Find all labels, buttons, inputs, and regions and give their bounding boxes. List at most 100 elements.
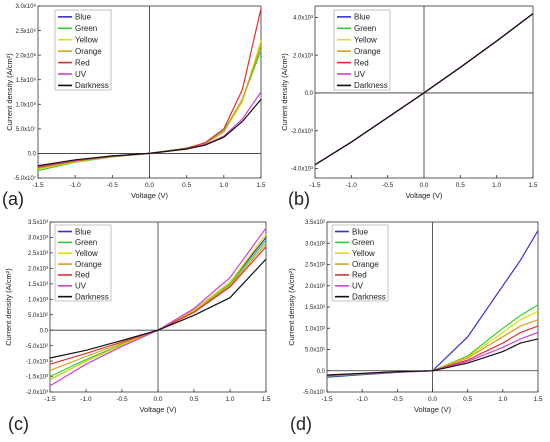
x-tick-label: 1.0 — [225, 396, 234, 403]
y-tick-label: 4.0x10³ — [293, 16, 313, 22]
y-tick-label: 2.0x10² — [305, 284, 325, 290]
legend-label-uv: UV — [75, 282, 87, 291]
y-tick-label: -2.0x10³ — [26, 390, 48, 396]
panel-label: (c) — [8, 414, 29, 434]
x-axis-label: Voltage (V) — [131, 191, 169, 200]
panel-label: (b) — [288, 189, 310, 209]
legend-label-blue: Blue — [75, 13, 92, 22]
y-tick-label: 3.5x10² — [305, 220, 325, 226]
panel-a: -1.5 -1.0 -0.5 0.0 0.5 1.0 1.5 -5.0x10⁷ 0.0 5.0x1… — [2, 3, 266, 209]
legend-label-darkness: Darkness — [354, 81, 388, 90]
y-tick-label: 0.0 — [305, 91, 314, 97]
x-tick-label: 0.5 — [456, 182, 465, 189]
legend-label-orange: Orange — [75, 47, 102, 56]
x-tick-label: -1.0 — [357, 396, 369, 403]
y-tick-label: 2.0x10³ — [293, 53, 313, 59]
legend-box — [54, 224, 112, 302]
legend-label-yellow: Yellow — [75, 249, 98, 258]
x-tick-label: 0.5 — [182, 182, 191, 189]
x-tick-label: -1.0 — [346, 182, 358, 189]
y-axis-label: Current density (A/cm²) — [287, 268, 296, 346]
x-tick-label: 1.5 — [261, 396, 270, 403]
legend-label-darkness: Darkness — [75, 292, 109, 301]
x-tick-label: -1.5 — [321, 396, 333, 403]
x-tick-label: 1.5 — [256, 182, 265, 189]
legend-label-green: Green — [75, 238, 97, 247]
y-tick-label: 2.0x10⁸ — [15, 52, 36, 59]
x-tick-label: 1.5 — [528, 182, 537, 189]
x-tick-label: -0.5 — [107, 182, 119, 189]
legend: Blue Green Yellow Orange Red UV Darkness — [54, 9, 112, 91]
legend-label-orange: Orange — [354, 47, 381, 56]
legend-label-uv: UV — [352, 282, 364, 291]
panel-label: (d) — [290, 414, 312, 434]
y-tick-label: 3.0x10² — [305, 241, 325, 247]
legend-label-darkness: Darkness — [75, 81, 109, 90]
x-tick-label: 0.0 — [145, 182, 154, 189]
y-tick-label: 0.0 — [40, 328, 49, 334]
y-tick-label: 0.0 — [28, 152, 37, 158]
legend-label-green: Green — [75, 24, 97, 33]
series-line-darkness — [37, 99, 262, 167]
y-tick-label: -5.0x10¹ — [303, 390, 325, 396]
y-tick-label: 2.5x10³ — [28, 251, 48, 257]
y-tick-label: 3.0x10⁸ — [15, 3, 36, 10]
y-tick-label: -5.0x10⁷ — [14, 175, 36, 182]
x-tick-label: -0.5 — [116, 396, 128, 403]
legend-label-blue: Blue — [75, 227, 92, 236]
legend-label-orange: Orange — [352, 260, 379, 269]
legend-label-red: Red — [354, 58, 369, 67]
x-tick-label: 0.0 — [419, 182, 428, 189]
legend-label-blue: Blue — [352, 227, 369, 236]
legend-box — [333, 9, 391, 91]
y-axis-label: Current density (A/cm²) — [4, 268, 13, 346]
y-tick-label: 2.5x10⁸ — [15, 28, 36, 35]
legend-label-yellow: Yellow — [352, 249, 375, 258]
x-tick-label: 1.0 — [498, 396, 507, 403]
x-tick-label: -1.0 — [80, 396, 92, 403]
legend-label-red: Red — [352, 271, 367, 280]
y-tick-label: 3.0x10³ — [28, 236, 48, 242]
legend-label-uv: UV — [354, 70, 366, 79]
y-tick-label: 5.0x10² — [28, 313, 48, 319]
x-tick-label: 0.5 — [189, 396, 198, 403]
y-tick-label: 2.0x10³ — [28, 267, 48, 273]
y-tick-label: 5.0x10⁷ — [16, 126, 36, 133]
x-tick-label: -1.5 — [44, 396, 56, 403]
y-tick-label: -5.0x10² — [26, 344, 48, 350]
y-tick-label: -2.0x10³ — [291, 129, 313, 135]
y-tick-label: -4.0x10³ — [291, 167, 313, 173]
y-tick-label: 1.5x10³ — [28, 282, 48, 288]
y-tick-label: 1.5x10⁸ — [15, 77, 36, 84]
x-tick-label: 1.5 — [533, 396, 542, 403]
y-tick-label: 1.0x10² — [305, 326, 325, 332]
panel-label: (a) — [2, 189, 24, 209]
y-tick-label: 3.5x10³ — [28, 220, 48, 226]
x-tick-label: -1.0 — [70, 182, 82, 189]
y-tick-label: 1.0x10⁸ — [15, 101, 36, 108]
y-tick-label: 2.5x10² — [305, 263, 325, 269]
legend-label-orange: Orange — [75, 260, 102, 269]
panel-b: -1.5 -1.0 -0.5 0.0 0.5 1.0 1.5 -4.0x10³ -2.0x10³… — [280, 5, 538, 209]
y-tick-label: 5.0x10¹ — [305, 348, 325, 354]
x-tick-label: 0.5 — [463, 396, 472, 403]
x-tick-label: 0.0 — [153, 396, 162, 403]
series-line-darkness — [314, 13, 534, 166]
y-tick-label: 1.0x10³ — [28, 297, 48, 303]
x-tick-label: -0.5 — [392, 396, 404, 403]
x-tick-label: -1.5 — [32, 182, 44, 189]
legend-label-red: Red — [75, 58, 90, 67]
panel-d: -1.5 -1.0 -0.5 0.0 0.5 1.0 1.5 -5.0x10¹ 0.0 5.0x1… — [287, 220, 543, 434]
legend-label-green: Green — [354, 24, 376, 33]
y-tick-label: 0.0 — [317, 369, 326, 375]
panel-c: -1.5 -1.0 -0.5 0.0 0.5 1.0 1.5 -2.0x10³ -1.5x10³… — [4, 220, 271, 434]
y-tick-label: 1.5x10² — [305, 305, 325, 311]
x-tick-label: 1.0 — [492, 182, 501, 189]
x-tick-label: -0.5 — [382, 182, 394, 189]
x-axis-label: Voltage (V) — [139, 405, 177, 414]
legend-box — [331, 224, 389, 302]
x-tick-label: -1.5 — [309, 182, 321, 189]
x-axis-label: Voltage (V) — [414, 405, 452, 414]
legend-label-yellow: Yellow — [354, 36, 377, 45]
legend-label-uv: UV — [75, 70, 87, 79]
